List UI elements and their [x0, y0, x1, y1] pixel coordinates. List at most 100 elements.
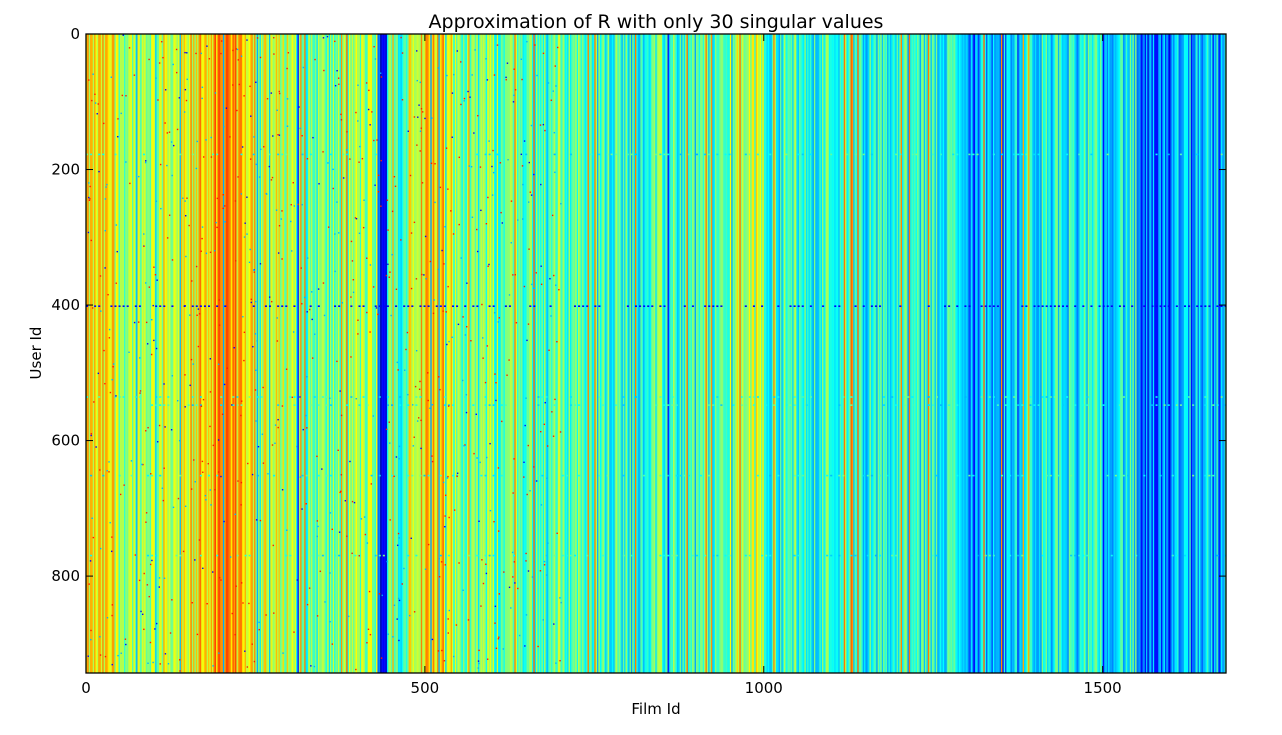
heatmap-column: [561, 34, 564, 673]
heatmap-cell: [554, 398, 556, 401]
heatmap-cell: [273, 53, 275, 55]
heatmap-cell: [308, 308, 311, 311]
heatmap-column: [849, 34, 852, 673]
heatmap-cell: [254, 300, 257, 303]
heatmap-column: [831, 34, 834, 673]
heatmap-cell: [88, 199, 91, 202]
heatmap-cell: [427, 305, 430, 308]
heatmap-cell: [484, 404, 487, 406]
heatmap-column: [1194, 34, 1197, 673]
heatmap-column: [992, 34, 995, 673]
heatmap-column: [334, 34, 337, 673]
heatmap-cell: [679, 474, 682, 477]
heatmap-column: [762, 34, 765, 673]
heatmap-column: [244, 34, 247, 673]
heatmap-cell: [419, 305, 422, 308]
heatmap-column: [782, 34, 785, 673]
heatmap-column: [494, 34, 496, 673]
heatmap-cell: [481, 303, 483, 306]
heatmap-cell: [175, 48, 178, 51]
heatmap-column: [881, 34, 884, 673]
heatmap-cell: [1216, 554, 1219, 557]
heatmap-cell: [159, 404, 162, 406]
heatmap-column: [484, 34, 487, 673]
heatmap-cell: [801, 396, 804, 398]
heatmap-cell: [263, 146, 265, 148]
heatmap-cell: [446, 477, 449, 479]
heatmap-cell: [493, 312, 496, 314]
heatmap-column: [716, 34, 719, 673]
heatmap-column: [617, 34, 620, 673]
heatmap-column: [767, 34, 770, 673]
heatmap-cell: [187, 404, 190, 406]
heatmap-cell: [139, 357, 141, 359]
heatmap-cell: [540, 430, 542, 433]
heatmap-cell: [377, 174, 380, 177]
heatmap-cell: [517, 587, 519, 590]
heatmap-cell: [254, 333, 257, 335]
y-axis-title: User Id: [27, 327, 45, 380]
heatmap-column: [1202, 34, 1205, 673]
heatmap-column: [908, 34, 911, 673]
heatmap-cell: [159, 396, 162, 398]
heatmap-row: [86, 305, 1226, 308]
heatmap-cell: [209, 391, 212, 393]
heatmap-column: [317, 34, 320, 673]
heatmap-cell: [116, 250, 118, 253]
heatmap-column: [601, 34, 604, 673]
heatmap-cell: [537, 404, 540, 406]
heatmap-cell: [439, 554, 442, 557]
heatmap-column: [845, 34, 848, 673]
heatmap-cell: [337, 449, 339, 452]
heatmap-cell: [218, 652, 220, 654]
heatmap-column: [1215, 34, 1218, 673]
heatmap-column: [358, 34, 361, 673]
heatmap-cell: [427, 543, 430, 546]
heatmap-cell: [229, 556, 232, 558]
heatmap-cell: [130, 460, 133, 462]
heatmap-column: [670, 34, 673, 673]
heatmap-cell: [964, 396, 967, 398]
heatmap-cell: [1009, 474, 1012, 477]
heatmap-cell: [387, 229, 389, 231]
heatmap-cell: [389, 519, 391, 521]
heatmap-cell: [318, 183, 320, 185]
heatmap-cell: [461, 379, 464, 382]
heatmap-cell: [395, 288, 398, 290]
heatmap-column: [1071, 34, 1074, 673]
heatmap-cell: [413, 611, 416, 613]
heatmap-column: [431, 34, 434, 673]
heatmap-cell: [146, 554, 150, 557]
heatmap-cell: [299, 127, 301, 130]
heatmap-cell: [927, 396, 930, 398]
heatmap-cell: [250, 298, 253, 301]
heatmap-cell: [494, 605, 497, 608]
heatmap-cell: [151, 318, 153, 321]
heatmap-cell: [559, 597, 561, 599]
heatmap-cell: [1179, 153, 1182, 156]
heatmap-column: [256, 34, 259, 673]
heatmap-cell: [437, 67, 440, 69]
heatmap-column: [546, 34, 549, 673]
heatmap-column: [862, 34, 865, 673]
heatmap-column: [626, 34, 629, 673]
heatmap-cell: [493, 74, 496, 76]
heatmap-cell: [493, 520, 495, 523]
heatmap-cell: [240, 193, 243, 195]
heatmap-column: [430, 34, 433, 673]
heatmap-column: [313, 34, 316, 673]
heatmap-cell: [437, 268, 440, 271]
heatmap-cell: [281, 489, 284, 491]
heatmap-cell: [976, 153, 979, 156]
heatmap-cell: [114, 153, 117, 156]
heatmap-cell: [508, 305, 511, 308]
heatmap-column: [273, 34, 276, 673]
heatmap-column: [412, 34, 415, 673]
heatmap-column: [500, 34, 503, 673]
heatmap-cell: [313, 396, 316, 398]
heatmap-cell: [201, 97, 203, 100]
heatmap-cell: [163, 404, 166, 406]
heatmap-cell: [464, 554, 467, 557]
heatmap-column: [963, 34, 965, 673]
heatmap-cell: [249, 248, 251, 251]
